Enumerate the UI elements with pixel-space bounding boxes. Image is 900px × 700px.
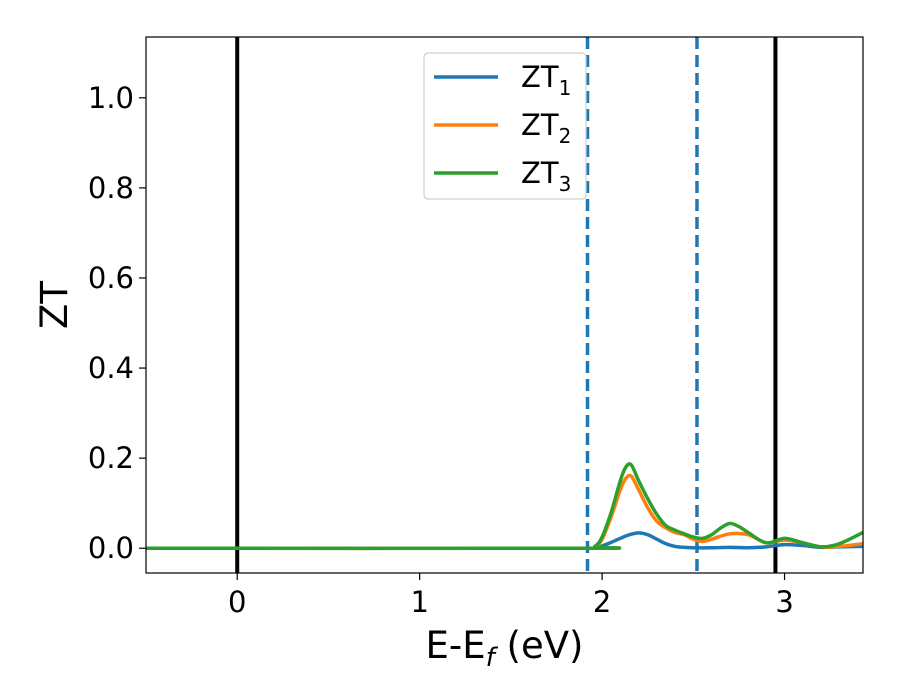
y-tick-label: 0.0: [88, 531, 134, 565]
plot-content: [146, 37, 863, 573]
axes: 0 1 2 3 0.0 0.2 0.4 0.6 0.8 1.0 E-Ef (eV) ZT: [33, 36, 864, 673]
plot-area: [146, 37, 863, 573]
legend: ZT1 ZT2 ZT3: [423, 52, 587, 200]
x-tick-label: 2: [593, 585, 611, 619]
plot-frame: [145, 36, 864, 574]
y-tick-label: 0.4: [88, 351, 134, 385]
x-axis-label: E-Ef (eV): [426, 624, 584, 673]
series-line-zt3: [146, 462, 863, 551]
legend-label-zt2: ZT2: [521, 108, 571, 148]
legend-label-zt3: ZT3: [521, 156, 571, 196]
legend-box: [423, 52, 587, 200]
y-tick-label: 0.8: [88, 171, 134, 205]
y-tick-label: 0.2: [88, 441, 134, 475]
x-tick-label: 0: [228, 585, 246, 619]
legend-label-zt1: ZT1: [521, 60, 571, 100]
x-tick-label: 1: [410, 585, 428, 619]
y-axis-label: ZT: [33, 281, 76, 329]
y-tick-label: 0.6: [88, 261, 134, 295]
series-line-zt1: [146, 531, 863, 551]
x-tick-label: 3: [775, 585, 793, 619]
y-tick-label: 1.0: [88, 81, 134, 115]
